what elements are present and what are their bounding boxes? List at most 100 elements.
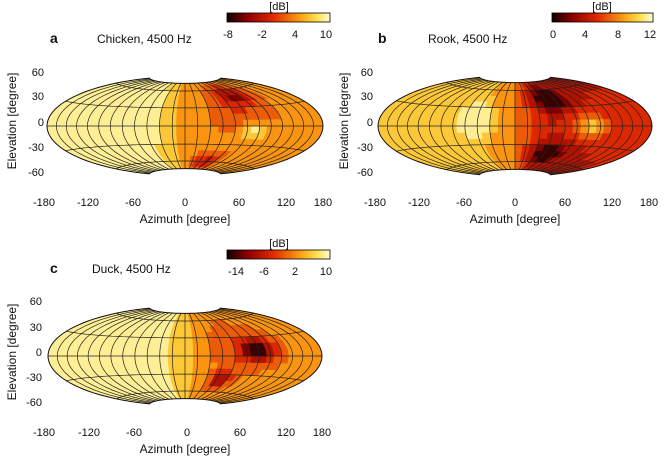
- heatmap-cell: [507, 144, 516, 151]
- heatmap-cell: [512, 77, 516, 81]
- x-axis-ticks: -180 -120 -60 0 60 120 180: [364, 197, 658, 209]
- y-tick-label: -30: [357, 142, 373, 154]
- heatmap-cell: [184, 113, 194, 121]
- heatmap-cell: [150, 125, 161, 133]
- heatmap-cell: [489, 131, 500, 139]
- heatmap-cell: [497, 77, 516, 80]
- heatmap-cell: [514, 77, 534, 80]
- x-axis-label: Azimuth [degree]: [470, 212, 561, 226]
- heatmap-cell: [182, 400, 186, 404]
- heatmap-cell: [170, 78, 186, 81]
- heatmap-cell: [456, 125, 466, 133]
- heatmap-cell: [173, 308, 186, 312]
- heatmap-cell: [184, 172, 207, 174]
- heatmap-cell: [184, 337, 194, 345]
- heatmap-cell: [514, 113, 524, 121]
- heatmap-cell: [494, 77, 516, 79]
- heatmap-cell: [165, 172, 186, 174]
- heatmap-cell: [184, 402, 205, 404]
- heatmap-cell: [184, 403, 208, 404]
- heatmap-cell: [184, 308, 208, 309]
- heatmap-cell: [176, 367, 186, 375]
- heatmap-cell: [161, 77, 185, 78]
- heatmap-cell: [159, 343, 170, 351]
- heatmap-cell: [234, 119, 245, 127]
- heatmap-cell: [489, 119, 499, 127]
- heatmap-cell: [514, 77, 527, 81]
- heatmap-cell: [173, 400, 186, 404]
- heatmap-cell: [170, 308, 186, 311]
- heatmap-cell: [184, 308, 194, 312]
- heatmap-cell: [134, 125, 144, 133]
- heatmap-cell: [159, 125, 169, 133]
- heatmap-cell: [440, 125, 450, 134]
- heatmap-cell: [201, 125, 211, 133]
- panel-b: b Rook, 4500 Hz [dB] 0 4 8 12 60 30 0 -3…: [337, 1, 658, 226]
- heatmap-cell: [506, 131, 516, 139]
- heatmap-cell: [172, 78, 186, 81]
- heatmap-cell: [175, 308, 186, 312]
- heatmap-cell: [503, 171, 516, 175]
- heatmap-cell: [208, 131, 219, 139]
- colorbar-gradient: [551, 12, 654, 23]
- heatmap-cell: [184, 401, 198, 404]
- heatmap-cell: [514, 77, 540, 78]
- heatmap-cell: [151, 131, 162, 139]
- heatmap-cell: [184, 173, 209, 174]
- colorbar-label: [dB]: [269, 1, 289, 13]
- y-tick-label: 60: [30, 296, 42, 308]
- heatmap-cell: [177, 326, 186, 333]
- panel-title: Rook, 4500 Hz: [428, 32, 507, 46]
- heatmap-cell: [176, 349, 186, 357]
- heatmap-cell: [164, 308, 186, 310]
- heatmap-cell: [184, 171, 200, 174]
- heatmap-cell: [208, 343, 219, 351]
- heatmap-cell: [514, 131, 524, 139]
- heatmap-cell: [182, 170, 186, 174]
- panel-title: Chicken, 4500 Hz: [97, 32, 192, 46]
- heatmap-cell: [160, 308, 186, 309]
- x-tick-label: -120: [408, 197, 430, 209]
- heatmap-cell: [184, 173, 210, 174]
- heatmap-cell: [184, 308, 190, 312]
- x-tick-label: 0: [182, 197, 188, 209]
- x-tick-label: 120: [277, 197, 295, 209]
- heatmap-cell: [176, 131, 186, 139]
- heatmap-cell: [184, 131, 194, 139]
- heatmap-cell: [257, 348, 268, 357]
- heatmap-cell: [164, 402, 186, 404]
- heatmap-cell: [167, 401, 186, 404]
- heatmap-cell: [168, 78, 186, 81]
- panel-letter: c: [50, 260, 58, 276]
- heatmap-cell: [514, 77, 522, 81]
- heatmap-cell: [514, 171, 518, 175]
- heatmap-cell: [556, 125, 566, 133]
- heatmap-cell: [159, 131, 170, 139]
- heatmap-cell: [125, 125, 136, 133]
- x-tick-label: -120: [78, 427, 100, 439]
- heatmap-cell: [564, 125, 574, 133]
- heatmap-cell: [493, 77, 516, 79]
- y-tick-label: 30: [361, 91, 373, 103]
- y-tick-label: -30: [26, 372, 42, 384]
- panel-a: a Chicken, 4500 Hz [dB] -8 -2 4 10 60 30…: [5, 1, 332, 226]
- heatmap-cell: [175, 170, 186, 174]
- heatmap-cell: [208, 113, 219, 121]
- heatmap-cell: [176, 361, 186, 369]
- heatmap-cell: [258, 118, 268, 127]
- heatmap-cell: [464, 125, 474, 133]
- heatmap-cell: [510, 77, 516, 81]
- y-axis-ticks: 60 30 0 -30 -60: [28, 67, 44, 179]
- heatmap-cell: [159, 113, 170, 121]
- heatmap-cell: [125, 119, 136, 127]
- heatmap-cell: [184, 400, 190, 404]
- x-tick-label: 180: [313, 427, 331, 439]
- heatmap-cell: [184, 125, 194, 133]
- heatmap-cell: [201, 119, 211, 127]
- heatmap-cell: [514, 171, 520, 175]
- heatmap-cell: [177, 143, 186, 151]
- heatmap-cell: [184, 78, 210, 79]
- heatmap-cell: [506, 171, 516, 175]
- heatmap-cell: [159, 361, 170, 369]
